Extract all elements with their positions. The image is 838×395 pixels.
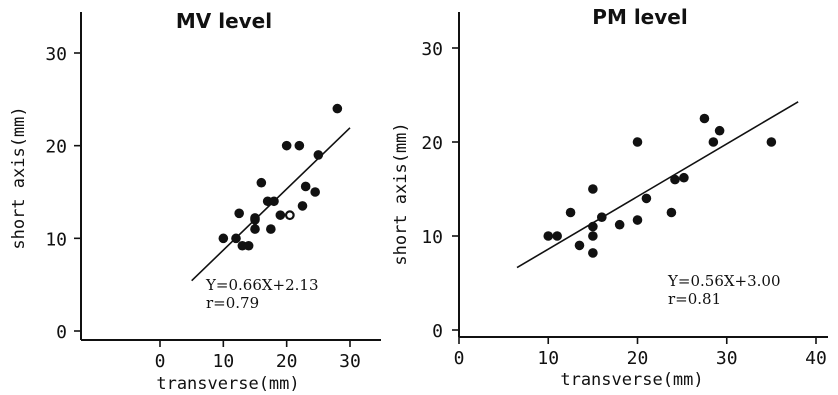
x-tick-label: 0	[454, 348, 465, 369]
data-point	[588, 184, 598, 194]
data-point	[670, 174, 680, 185]
correlation-coefficient: r=0.81	[668, 290, 721, 308]
data-point	[250, 224, 260, 234]
y-tick-label: 20	[45, 137, 67, 158]
data-point	[597, 212, 607, 222]
y-tick-label: 20	[421, 133, 443, 154]
data-point	[588, 248, 598, 258]
data-point	[310, 187, 320, 197]
data-point	[266, 224, 276, 234]
regression-line	[516, 101, 799, 269]
y-tick-label: 0	[432, 321, 443, 342]
x-tick-label: 20	[276, 351, 298, 372]
y-tick-label: 10	[45, 229, 67, 250]
data-point	[300, 181, 311, 192]
x-tick-label: 30	[339, 351, 361, 372]
data-point	[294, 140, 305, 151]
data-point	[250, 213, 260, 223]
chart-mv-level: MV level short axis(mm) transverse(mm) 0…	[9, 9, 381, 394]
x-tick-label: 10	[537, 348, 559, 369]
x-tick-label: 10	[212, 351, 234, 372]
data-point	[332, 103, 343, 114]
data-point	[234, 208, 244, 219]
data-point	[552, 231, 562, 241]
x-tick-label: 0	[155, 351, 166, 372]
data-point	[281, 140, 292, 151]
data-point	[708, 137, 719, 147]
data-point	[588, 231, 598, 241]
data-point	[275, 210, 286, 220]
data-point	[284, 210, 295, 221]
x-tick-label: 40	[805, 348, 827, 369]
y-axis-label: short axis(mm)	[391, 122, 411, 265]
data-point	[766, 137, 777, 147]
data-point	[632, 137, 643, 147]
data-point	[666, 207, 677, 218]
x-tick-label: 20	[627, 348, 649, 369]
chart-pm-level: PM level short axis(mm) transverse(mm) 0…	[391, 5, 828, 390]
chart-title: PM level	[592, 5, 687, 29]
correlation-coefficient: r=0.79	[206, 294, 259, 312]
data-point	[632, 215, 643, 225]
y-tick-label: 10	[421, 227, 443, 248]
regression-equation: Y=0.66X+2.13	[205, 276, 319, 294]
x-axis-label: transverse(mm)	[560, 370, 703, 390]
data-point	[218, 233, 229, 244]
y-axis-label: short axis(mm)	[9, 106, 29, 249]
data-point	[641, 193, 652, 204]
x-axis-label: transverse(mm)	[156, 374, 299, 394]
data-point	[269, 196, 279, 207]
y-tick-label: 0	[56, 322, 67, 343]
data-point	[565, 207, 576, 218]
x-tick-label: 30	[716, 348, 738, 369]
data-point	[614, 219, 625, 230]
y-tick-label: 30	[421, 39, 443, 60]
data-point	[588, 221, 598, 232]
y-tick-label: 30	[45, 44, 67, 65]
data-point	[679, 172, 689, 183]
data-point	[543, 231, 554, 241]
data-point	[714, 125, 725, 136]
regression-equation: Y=0.56X+3.00	[667, 272, 781, 290]
data-point	[313, 150, 324, 160]
data-point	[297, 201, 308, 211]
data-point	[256, 177, 267, 188]
data-point	[231, 233, 241, 244]
data-point	[243, 240, 254, 251]
data-point	[699, 113, 710, 124]
data-point	[574, 240, 585, 251]
chart-title: MV level	[176, 9, 272, 33]
